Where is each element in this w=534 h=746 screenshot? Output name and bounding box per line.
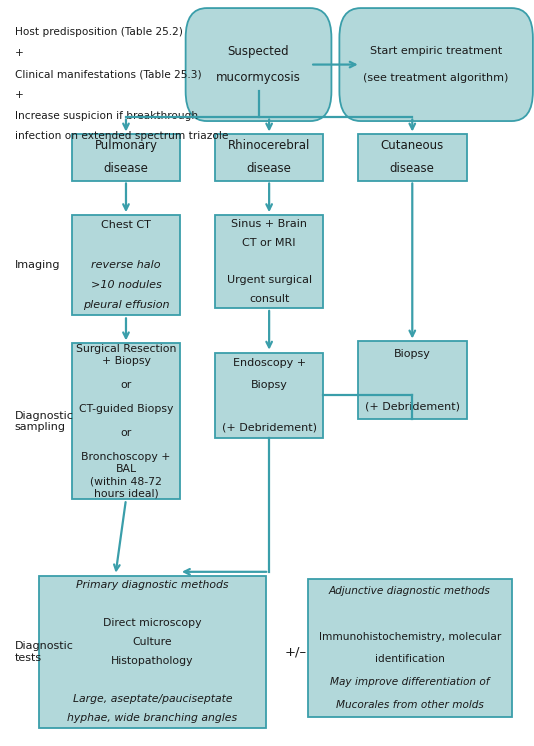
Text: Surgical Resection: Surgical Resection — [76, 344, 176, 354]
Text: Rhinocerebral: Rhinocerebral — [228, 140, 310, 152]
Text: disease: disease — [390, 163, 435, 175]
Text: Primary diagnostic methods: Primary diagnostic methods — [76, 580, 229, 590]
Text: (within 48-72: (within 48-72 — [90, 477, 162, 486]
Text: BAL: BAL — [115, 464, 137, 474]
Text: Clinical manifestations (Table 25.3): Clinical manifestations (Table 25.3) — [14, 69, 201, 79]
Text: hyphae, wide branching angles: hyphae, wide branching angles — [67, 713, 238, 724]
Text: Biopsy: Biopsy — [394, 349, 431, 360]
FancyBboxPatch shape — [72, 134, 180, 181]
Text: Biopsy: Biopsy — [250, 380, 288, 389]
Text: Direct microscopy: Direct microscopy — [103, 618, 202, 628]
Text: disease: disease — [247, 163, 292, 175]
Text: Immunohistochemistry, molecular: Immunohistochemistry, molecular — [318, 632, 501, 642]
Text: Large, aseptate/pauciseptate: Large, aseptate/pauciseptate — [73, 695, 232, 704]
Text: identification: identification — [375, 654, 445, 665]
Text: Endoscopy +: Endoscopy + — [233, 358, 305, 369]
Text: +/–: +/– — [285, 645, 307, 658]
Text: consult: consult — [249, 294, 289, 304]
FancyBboxPatch shape — [215, 134, 324, 181]
Text: Imaging: Imaging — [14, 260, 60, 270]
Text: (+ Debridement): (+ Debridement) — [222, 422, 317, 433]
Text: +: + — [14, 90, 23, 100]
Text: Increase suspicion if breakthrough: Increase suspicion if breakthrough — [14, 110, 198, 121]
Text: + Biopsy: + Biopsy — [101, 357, 151, 366]
Text: May improve differentiation of: May improve differentiation of — [330, 677, 489, 687]
Text: CT or MRI: CT or MRI — [242, 238, 296, 248]
Text: disease: disease — [104, 163, 148, 175]
FancyBboxPatch shape — [186, 8, 332, 121]
Text: Bronchoscopy +: Bronchoscopy + — [81, 452, 171, 463]
Text: Start empiric treatment: Start empiric treatment — [370, 46, 502, 56]
Text: Chest CT: Chest CT — [101, 220, 151, 230]
Text: CT-guided Biopsy: CT-guided Biopsy — [79, 404, 173, 414]
Text: Urgent surgical: Urgent surgical — [226, 275, 312, 285]
Text: Diagnostic
sampling: Diagnostic sampling — [14, 410, 74, 432]
Text: reverse halo: reverse halo — [91, 260, 161, 270]
FancyBboxPatch shape — [215, 353, 324, 438]
Text: Diagnostic
tests: Diagnostic tests — [14, 641, 74, 662]
FancyBboxPatch shape — [215, 215, 324, 308]
Text: Mucorales from other molds: Mucorales from other molds — [336, 700, 484, 710]
Text: pleural effusion: pleural effusion — [83, 301, 169, 310]
Text: Histopathology: Histopathology — [111, 656, 194, 666]
Text: (+ Debridement): (+ Debridement) — [365, 401, 460, 412]
Text: Culture: Culture — [132, 637, 172, 648]
Text: >10 nodules: >10 nodules — [91, 280, 161, 290]
Text: Suspected: Suspected — [227, 45, 289, 57]
Text: Adjunctive diagnostic methods: Adjunctive diagnostic methods — [329, 586, 491, 596]
Text: +: + — [14, 48, 23, 58]
FancyBboxPatch shape — [72, 215, 180, 316]
Text: Pulmonary: Pulmonary — [95, 140, 158, 152]
Text: infection on extended spectrum triazole: infection on extended spectrum triazole — [14, 131, 228, 142]
FancyBboxPatch shape — [340, 8, 533, 121]
Text: Cutaneous: Cutaneous — [381, 140, 444, 152]
FancyBboxPatch shape — [308, 579, 512, 717]
FancyBboxPatch shape — [358, 134, 467, 181]
FancyBboxPatch shape — [38, 575, 266, 728]
Text: mucormycosis: mucormycosis — [216, 72, 301, 84]
Text: Sinus + Brain: Sinus + Brain — [231, 219, 307, 229]
Text: (see treatment algorithm): (see treatment algorithm) — [364, 73, 509, 83]
FancyBboxPatch shape — [358, 342, 467, 419]
FancyBboxPatch shape — [72, 343, 180, 499]
Text: Host predisposition (Table 25.2): Host predisposition (Table 25.2) — [14, 28, 183, 37]
Text: or: or — [120, 380, 131, 390]
Text: or: or — [120, 428, 131, 439]
Text: hours ideal): hours ideal) — [93, 489, 159, 498]
